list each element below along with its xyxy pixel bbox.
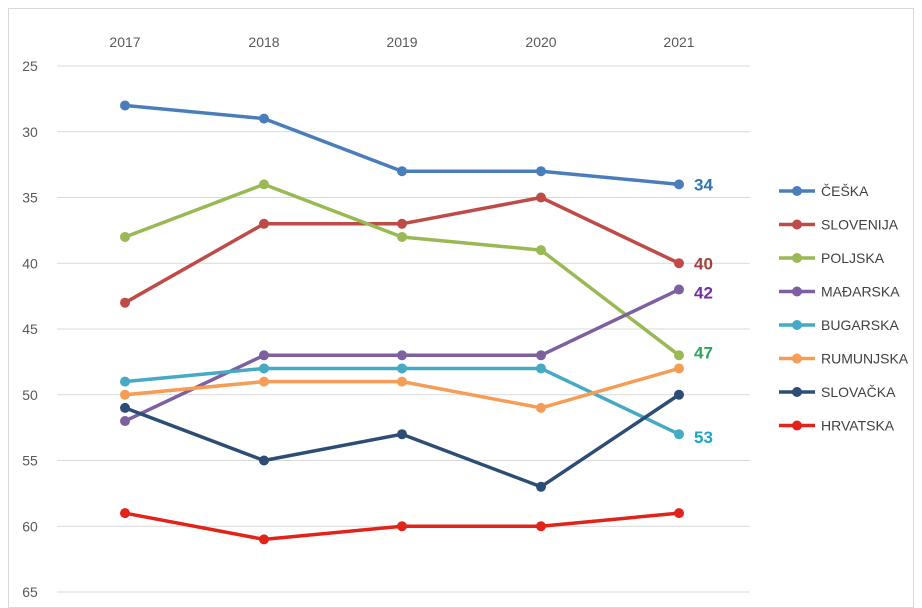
legend-label: MAĐARSKA xyxy=(821,284,900,300)
y-tick-label: 65 xyxy=(22,584,38,599)
data-point xyxy=(674,389,684,400)
legend-marker xyxy=(792,320,802,330)
legend-marker xyxy=(792,253,802,263)
legend-marker xyxy=(792,353,802,364)
data-point xyxy=(674,508,684,519)
y-tick-label: 60 xyxy=(22,518,38,534)
data-point xyxy=(120,389,130,400)
data-point xyxy=(674,284,684,295)
data-point xyxy=(397,231,407,242)
data-point xyxy=(259,534,269,545)
end-value-label: 34 xyxy=(694,175,713,194)
data-point xyxy=(259,455,269,466)
data-point xyxy=(120,100,130,111)
end-value-label: 40 xyxy=(694,254,713,273)
data-point xyxy=(120,416,130,427)
legend-label: ČEŠKA xyxy=(821,183,869,199)
data-point xyxy=(397,376,407,387)
series-line xyxy=(123,195,681,305)
x-tick-label: 2018 xyxy=(248,34,279,50)
legend-label: SLOVENIJA xyxy=(821,217,899,233)
x-tick-label: 2021 xyxy=(663,34,694,50)
legend-label: RUMUNJSKA xyxy=(821,351,909,367)
y-tick-label: 55 xyxy=(22,453,38,469)
data-point xyxy=(674,429,684,440)
legend-label: BUGARSKA xyxy=(821,317,899,333)
data-point xyxy=(259,113,269,124)
data-point xyxy=(536,363,546,374)
data-point xyxy=(397,429,407,440)
data-point xyxy=(536,481,546,492)
series-line xyxy=(123,393,681,489)
x-tick-label: 2017 xyxy=(109,34,140,50)
data-point xyxy=(536,245,546,256)
data-point xyxy=(120,376,130,387)
data-point xyxy=(120,402,130,413)
legend-marker xyxy=(792,286,802,297)
data-point xyxy=(397,218,407,229)
y-tick-label: 50 xyxy=(22,387,38,403)
data-point xyxy=(397,521,407,532)
y-tick-label: 40 xyxy=(22,255,38,271)
data-point xyxy=(674,258,684,269)
y-tick-label: 25 xyxy=(22,58,38,74)
end-value-label: 47 xyxy=(694,343,713,362)
legend-label: POLJSKA xyxy=(821,250,885,266)
data-point xyxy=(536,350,546,361)
legend-marker xyxy=(792,420,802,431)
x-tick-label: 2020 xyxy=(525,34,556,50)
data-point xyxy=(120,508,130,519)
x-tick-label: 2019 xyxy=(386,34,417,50)
data-point xyxy=(674,350,684,361)
legend-marker xyxy=(792,219,802,230)
end-value-label: 53 xyxy=(694,428,713,447)
data-point xyxy=(120,231,130,242)
end-value-label: 42 xyxy=(694,284,713,303)
data-point xyxy=(536,192,546,203)
legend-label: SLOVAČKA xyxy=(821,384,896,400)
y-tick-label: 30 xyxy=(22,124,38,140)
data-point xyxy=(259,363,269,374)
y-tick-label: 35 xyxy=(22,190,38,206)
y-tick-label: 45 xyxy=(22,321,38,337)
data-point xyxy=(536,402,546,413)
data-point xyxy=(259,179,269,190)
data-point xyxy=(259,376,269,387)
data-point xyxy=(536,166,546,177)
legend-marker xyxy=(792,387,802,397)
legend-marker xyxy=(792,186,802,196)
data-point xyxy=(397,166,407,177)
data-point xyxy=(674,179,684,190)
data-point xyxy=(120,297,130,308)
data-point xyxy=(259,350,269,361)
legend-label: HRVATSKA xyxy=(821,418,895,434)
data-point xyxy=(674,363,684,374)
data-point xyxy=(259,218,269,229)
data-point xyxy=(397,350,407,361)
data-point xyxy=(397,363,407,374)
data-point xyxy=(536,521,546,532)
